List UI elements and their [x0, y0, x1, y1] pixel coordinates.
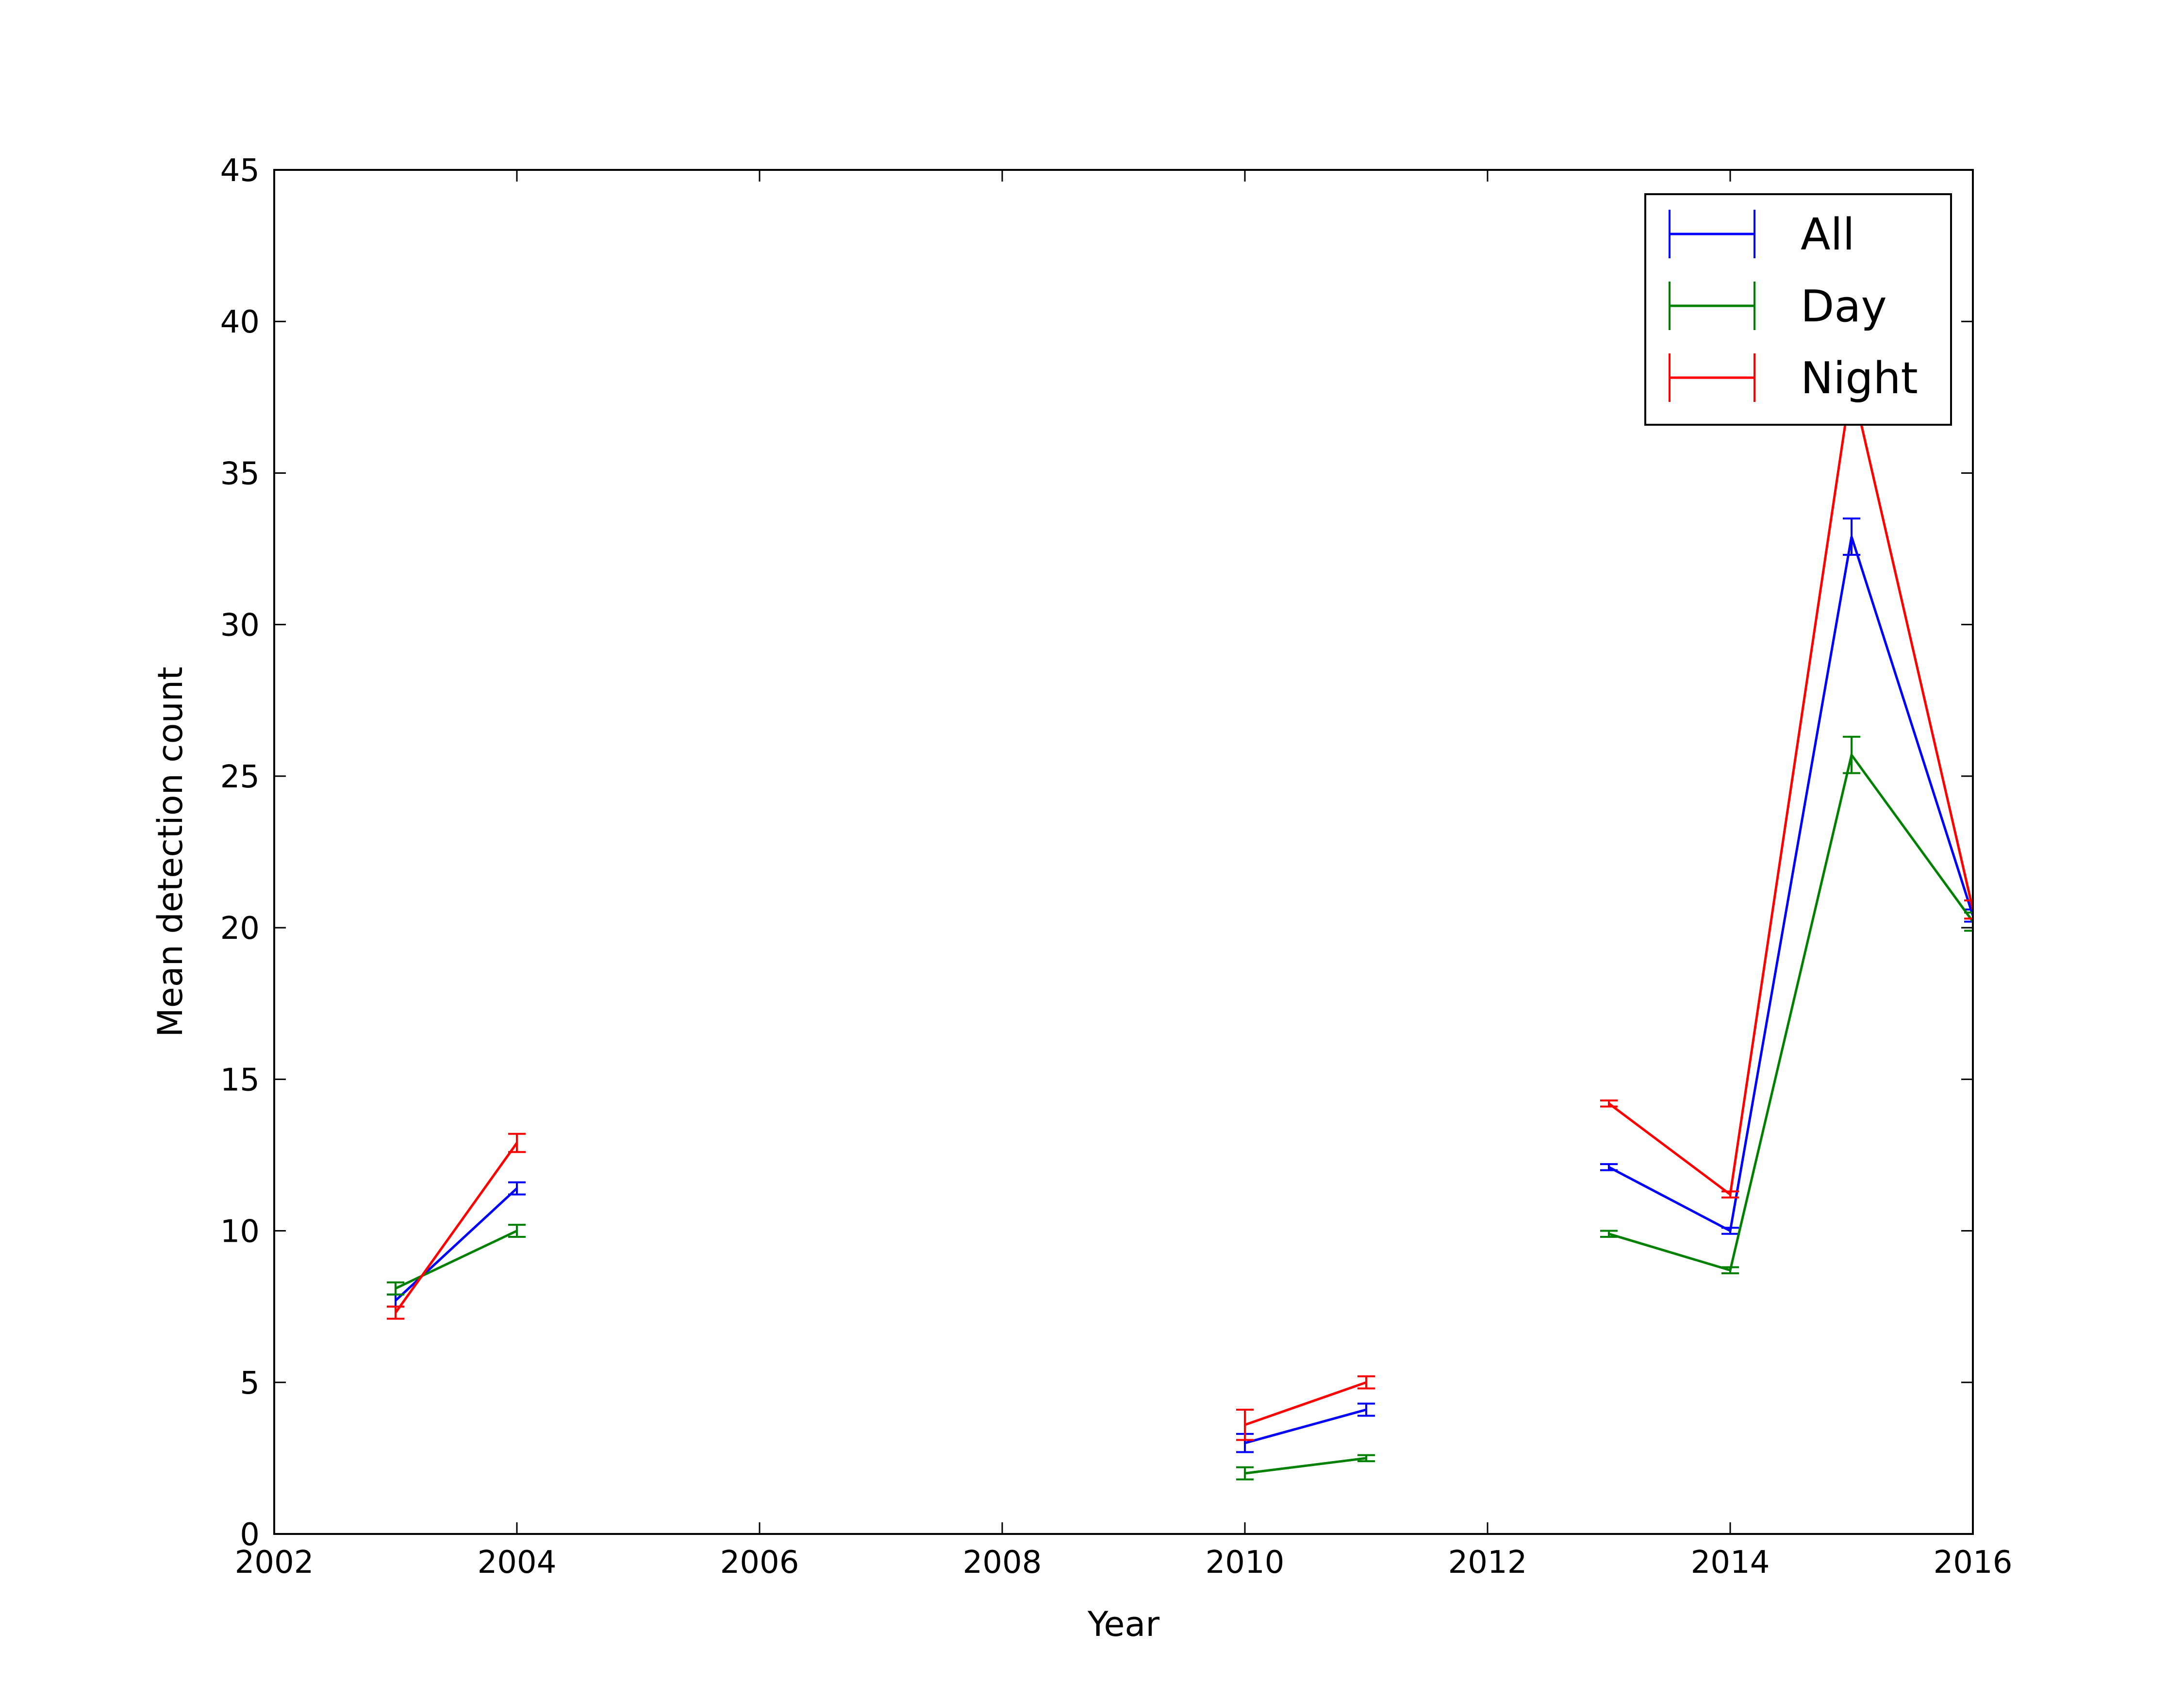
series-line-night-0 [394, 1142, 518, 1314]
y-tick-label: 15 [220, 1062, 260, 1098]
legend-label: All [1801, 209, 1855, 260]
legend-label: Day [1801, 281, 1887, 332]
error-bar [1357, 1402, 1375, 1417]
error-bar [1843, 517, 1860, 556]
error-bar [1357, 1454, 1375, 1463]
x-tick-label: 2010 [1206, 1545, 1285, 1581]
series-line-all-0 [395, 1187, 518, 1302]
error-bar [1964, 908, 1973, 923]
axes: 2002 2004 2006 2008 2010 2012 2014 2016 0 5 10 15 20… [220, 153, 2013, 1581]
y-tick-label: 35 [220, 456, 260, 492]
x-axis-label: Year [1087, 1604, 1159, 1644]
series-line-all-1 [1244, 1408, 1367, 1445]
y-tick-label: 5 [240, 1366, 260, 1401]
error-bar [1721, 1266, 1739, 1274]
x-tick-label: 2012 [1448, 1545, 1527, 1581]
y-tick-label: 45 [220, 153, 260, 189]
error-bar [1843, 735, 1860, 774]
y-tick-label: 30 [220, 608, 260, 644]
x-tick-label: 2002 [235, 1545, 314, 1581]
legend-item-night: Night [1669, 353, 1918, 404]
error-bar [1600, 1163, 1618, 1171]
error-bar [1357, 1375, 1375, 1390]
series-line-all-2 [1608, 536, 1973, 1233]
series-line-day-2 [1608, 752, 1973, 1272]
series-line-night-2 [1608, 382, 1973, 1197]
error-bar [1964, 899, 1973, 920]
y-axis-label: Mean detection count [150, 666, 190, 1037]
x-tick-label: 2016 [1934, 1545, 2013, 1581]
legend-label: Night [1801, 353, 1918, 404]
y-tick-label: 0 [240, 1517, 260, 1553]
error-bar [508, 1224, 526, 1238]
x-tick-label: 2014 [1691, 1545, 1770, 1581]
legend-item-all: All [1669, 209, 1855, 260]
error-bar [387, 1281, 404, 1296]
error-bar [1964, 911, 1973, 932]
legend-item-day: Day [1669, 281, 1887, 332]
legend-box [1644, 193, 1952, 426]
error-bar [1236, 1466, 1254, 1481]
error-bar [1600, 1099, 1618, 1108]
axes-frame [273, 169, 1974, 1535]
y-tick-label: 25 [220, 759, 260, 795]
x-tick-label: 2006 [720, 1545, 799, 1581]
error-bar [1600, 1230, 1618, 1238]
y-tick-label: 40 [220, 304, 260, 340]
series-line-day-1 [1244, 1457, 1367, 1475]
y-tick-label: 10 [220, 1214, 260, 1250]
x-tick-label: 2004 [478, 1545, 557, 1581]
error-bar [1236, 1408, 1254, 1441]
series-line-day-0 [395, 1230, 518, 1290]
error-bar [387, 1305, 404, 1320]
error-bar [1721, 1190, 1739, 1199]
series-line-night-1 [1244, 1381, 1367, 1426]
y-tick-label: 20 [220, 911, 260, 947]
error-bar [508, 1181, 526, 1196]
x-tick-label: 2008 [963, 1545, 1042, 1581]
series-day [387, 735, 1973, 1481]
error-bar [508, 1133, 526, 1153]
error-bar [1721, 1227, 1739, 1235]
legend: All Day Night [1644, 193, 1952, 426]
